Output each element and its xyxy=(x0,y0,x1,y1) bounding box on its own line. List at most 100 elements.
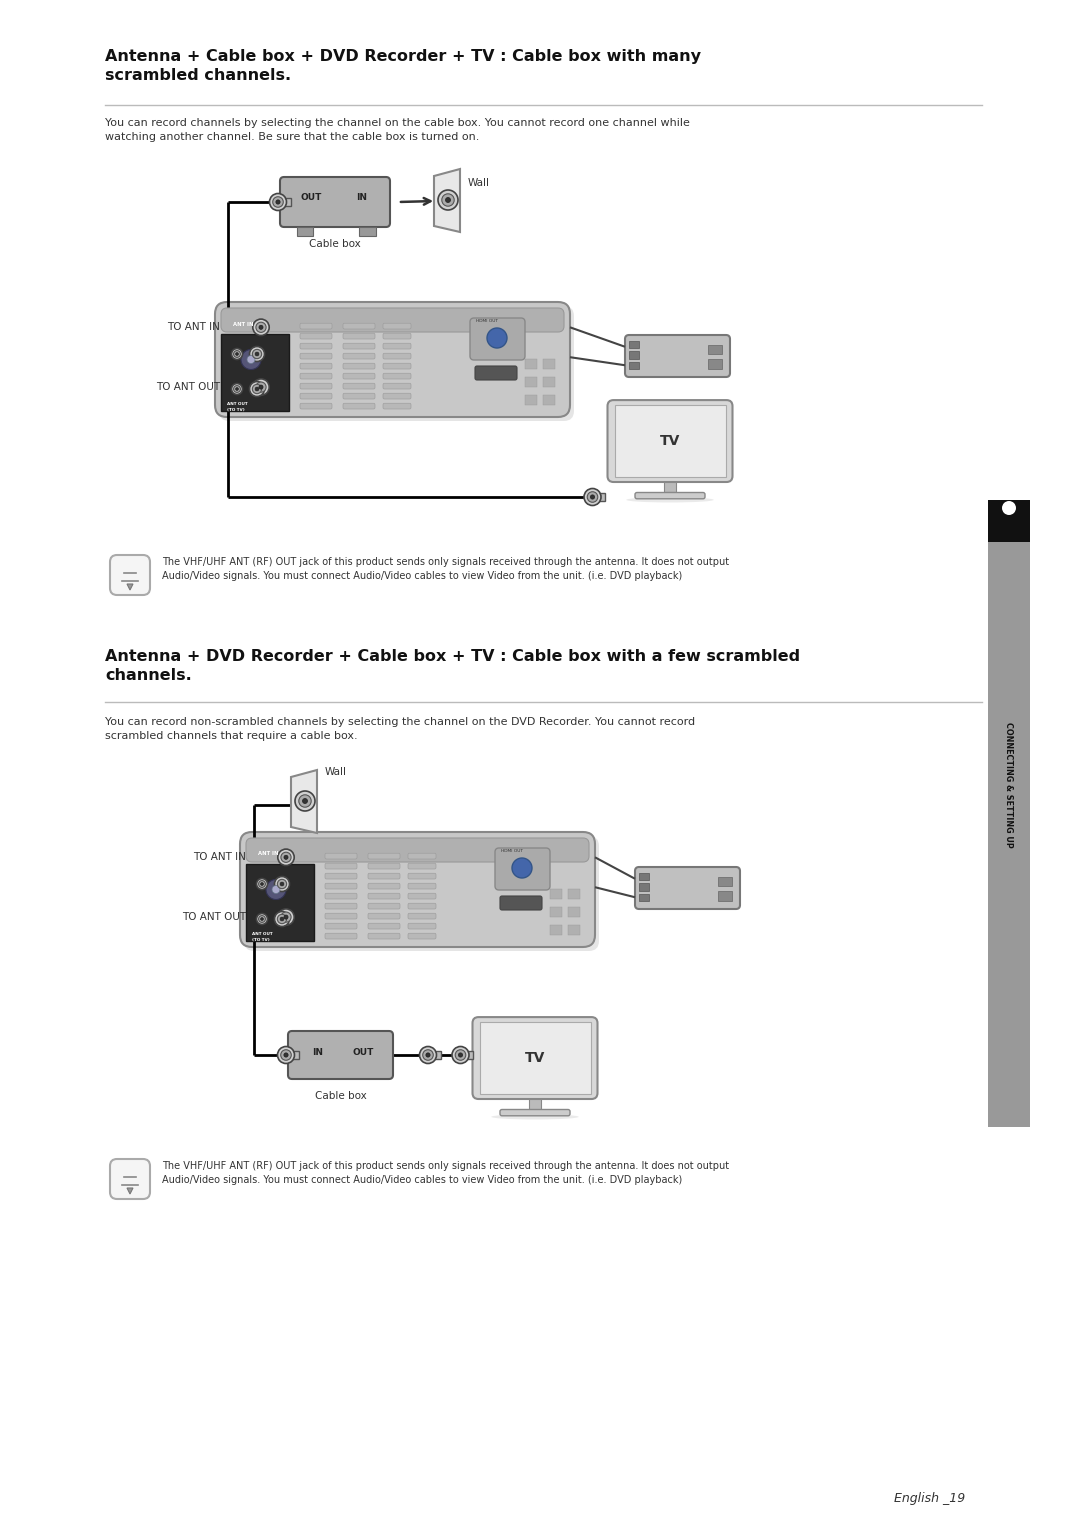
Bar xyxy=(550,925,562,934)
FancyBboxPatch shape xyxy=(343,403,375,409)
Circle shape xyxy=(280,882,284,885)
Circle shape xyxy=(260,918,264,921)
Bar xyxy=(525,360,537,369)
Bar xyxy=(286,1051,299,1059)
Bar xyxy=(278,198,291,206)
Circle shape xyxy=(284,915,288,919)
Polygon shape xyxy=(127,584,133,590)
FancyBboxPatch shape xyxy=(325,924,357,928)
Bar xyxy=(246,864,314,941)
FancyBboxPatch shape xyxy=(343,343,375,349)
FancyBboxPatch shape xyxy=(500,896,542,910)
FancyBboxPatch shape xyxy=(343,334,375,340)
Text: (TO TV): (TO TV) xyxy=(227,407,245,412)
Circle shape xyxy=(255,387,259,390)
FancyBboxPatch shape xyxy=(408,873,436,879)
Bar xyxy=(297,227,313,237)
Circle shape xyxy=(278,915,286,924)
Circle shape xyxy=(1002,501,1016,515)
Bar xyxy=(718,891,732,901)
Text: ANT IN: ANT IN xyxy=(258,851,279,856)
FancyBboxPatch shape xyxy=(368,904,400,908)
Text: Antenna + Cable box + DVD Recorder + TV : Cable box with many
scrambled channels: Antenna + Cable box + DVD Recorder + TV … xyxy=(105,49,701,83)
Text: TO ANT OUT: TO ANT OUT xyxy=(181,911,246,922)
FancyBboxPatch shape xyxy=(343,393,375,400)
Circle shape xyxy=(259,386,264,389)
Bar xyxy=(568,888,580,899)
FancyBboxPatch shape xyxy=(325,873,357,879)
FancyBboxPatch shape xyxy=(368,933,400,939)
FancyBboxPatch shape xyxy=(343,373,375,380)
Polygon shape xyxy=(127,1188,133,1194)
Circle shape xyxy=(257,913,268,924)
Text: TV: TV xyxy=(660,433,680,449)
Circle shape xyxy=(272,885,280,893)
FancyBboxPatch shape xyxy=(300,334,332,340)
FancyBboxPatch shape xyxy=(383,323,411,329)
FancyBboxPatch shape xyxy=(368,884,400,888)
Circle shape xyxy=(249,346,265,361)
FancyBboxPatch shape xyxy=(300,383,332,389)
FancyBboxPatch shape xyxy=(383,343,411,349)
FancyBboxPatch shape xyxy=(110,1159,150,1199)
Bar xyxy=(988,500,1030,543)
Circle shape xyxy=(231,384,243,395)
Circle shape xyxy=(253,349,261,358)
Bar xyxy=(629,341,639,349)
FancyBboxPatch shape xyxy=(472,1017,597,1099)
FancyBboxPatch shape xyxy=(495,848,550,890)
Text: The VHF/UHF ANT (RF) OUT jack of this product sends only signals received throug: The VHF/UHF ANT (RF) OUT jack of this pr… xyxy=(162,556,729,581)
Bar xyxy=(525,395,537,406)
Circle shape xyxy=(278,908,294,925)
Circle shape xyxy=(280,918,284,921)
Circle shape xyxy=(273,197,283,207)
FancyBboxPatch shape xyxy=(300,363,332,369)
Text: TO ANT OUT: TO ANT OUT xyxy=(156,383,220,392)
Circle shape xyxy=(302,799,308,804)
Ellipse shape xyxy=(491,1114,579,1119)
Circle shape xyxy=(259,326,264,329)
Circle shape xyxy=(442,194,455,206)
Ellipse shape xyxy=(626,498,714,503)
Circle shape xyxy=(258,916,266,922)
Bar xyxy=(639,884,649,891)
Circle shape xyxy=(235,352,239,355)
FancyBboxPatch shape xyxy=(219,306,573,421)
FancyBboxPatch shape xyxy=(325,933,357,939)
Text: ANT IN: ANT IN xyxy=(233,321,254,326)
FancyBboxPatch shape xyxy=(300,343,332,349)
Circle shape xyxy=(295,792,315,812)
Bar xyxy=(615,406,726,476)
FancyBboxPatch shape xyxy=(408,904,436,908)
Text: Wall: Wall xyxy=(325,767,347,778)
FancyBboxPatch shape xyxy=(408,884,436,888)
FancyBboxPatch shape xyxy=(368,864,400,868)
FancyBboxPatch shape xyxy=(625,335,730,377)
Bar xyxy=(664,483,676,492)
Bar xyxy=(568,907,580,918)
FancyBboxPatch shape xyxy=(368,853,400,859)
Bar xyxy=(550,888,562,899)
Circle shape xyxy=(512,858,532,878)
Text: ANT OUT: ANT OUT xyxy=(252,931,272,936)
FancyBboxPatch shape xyxy=(325,864,357,868)
Bar xyxy=(639,895,649,901)
Circle shape xyxy=(281,911,292,922)
FancyBboxPatch shape xyxy=(240,832,595,947)
Circle shape xyxy=(275,200,280,204)
Text: TV: TV xyxy=(525,1051,545,1065)
Circle shape xyxy=(438,191,458,211)
Bar xyxy=(428,1051,441,1059)
Circle shape xyxy=(257,879,268,890)
Text: Cable box: Cable box xyxy=(314,1091,366,1100)
Bar xyxy=(480,1022,591,1094)
Bar xyxy=(629,361,639,369)
FancyBboxPatch shape xyxy=(325,884,357,888)
Text: English _19: English _19 xyxy=(894,1492,966,1505)
Bar xyxy=(460,1051,473,1059)
FancyBboxPatch shape xyxy=(343,383,375,389)
Text: (TO TV): (TO TV) xyxy=(252,938,270,942)
Circle shape xyxy=(260,882,264,885)
FancyBboxPatch shape xyxy=(383,383,411,389)
Circle shape xyxy=(281,1050,292,1061)
